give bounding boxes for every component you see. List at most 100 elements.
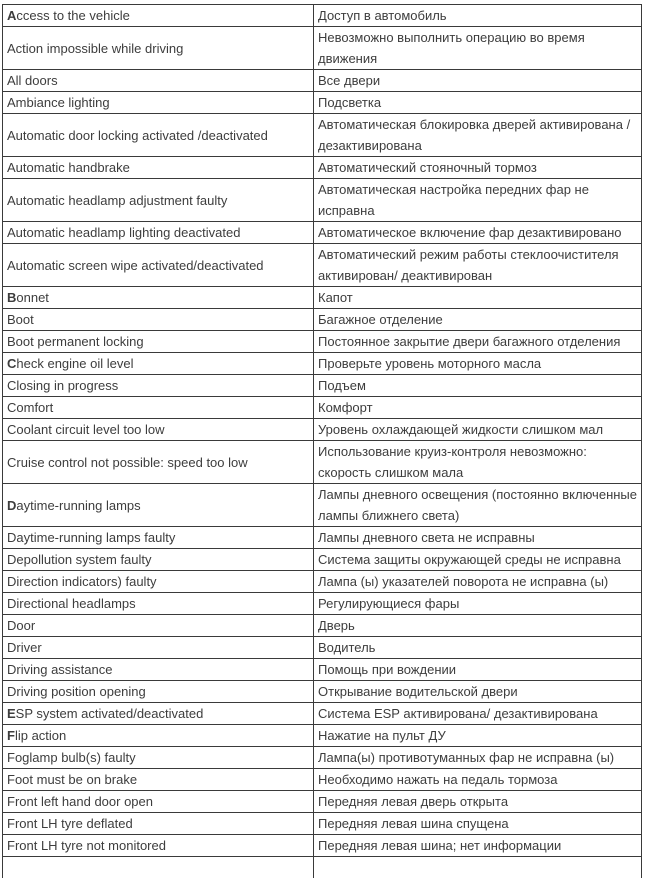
term-ru-cell: Багажное отделение <box>314 309 642 331</box>
term-ru-cell: Регулирующиеся фары <box>314 593 642 615</box>
term-ru-cell: Подсветка <box>314 92 642 114</box>
term-ru-cell: Использование круиз-контроля невозможно:… <box>314 441 642 484</box>
table-row: Automatic door locking activated /deacti… <box>3 114 642 157</box>
term-en-cell: All doors <box>3 70 314 92</box>
term-en-cell: Action impossible while driving <box>3 27 314 70</box>
alphabet-section-initial: E <box>7 706 16 721</box>
term-en-cell: ESP system activated/deactivated <box>3 703 314 725</box>
alphabet-section-initial: D <box>7 498 16 513</box>
term-en-cell: Depollution system faulty <box>3 549 314 571</box>
term-en-cell: Automatic headlamp adjustment faulty <box>3 179 314 222</box>
term-ru-cell: Автоматический режим работы стеклоочисти… <box>314 244 642 287</box>
term-en-cell: Direction indicators) faulty <box>3 571 314 593</box>
term-en-cell: Driving assistance <box>3 659 314 681</box>
term-en-cell: Access to the vehicle <box>3 5 314 27</box>
term-ru-cell: Подъем <box>314 375 642 397</box>
term-en-cell: Automatic headlamp lighting deactivated <box>3 222 314 244</box>
alphabet-section-initial: C <box>7 356 16 371</box>
alphabet-section-initial: B <box>7 290 16 305</box>
term-ru-cell: Капот <box>314 287 642 309</box>
alphabet-section-initial: A <box>7 8 16 23</box>
term-en-cell: Comfort <box>3 397 314 419</box>
term-en-cell: Automatic screen wipe activated/deactiva… <box>3 244 314 287</box>
term-en-cell: Front left hand door open <box>3 791 314 813</box>
term-ru-cell: Автоматическое включение фар дезактивиро… <box>314 222 642 244</box>
term-en-cell: Daytime-running lamps <box>3 484 314 527</box>
term-en-cell: Ambiance lighting <box>3 92 314 114</box>
term-ru-cell: Уровень охлаждающей жидкости слишком мал <box>314 419 642 441</box>
term-ru-cell: Комфорт <box>314 397 642 419</box>
table-row: Cruise control not possible: speed too l… <box>3 441 642 484</box>
term-en-cell: Check engine oil level <box>3 353 314 375</box>
term-en-cell: Directional headlamps <box>3 593 314 615</box>
term-ru-cell: Открывание водительской двери <box>314 681 642 703</box>
term-en-cell: Cruise control not possible: speed too l… <box>3 441 314 484</box>
term-ru-cell: Невозможно выполнить операцию во время д… <box>314 27 642 70</box>
term-en-cell: Closing in progress <box>3 375 314 397</box>
term-ru-cell: Водитель <box>314 637 642 659</box>
term-en-cell: Door <box>3 615 314 637</box>
term-en-cell: Foglamp bulb(s) faulty <box>3 747 314 769</box>
table-row: Automatic screen wipe activated/deactiva… <box>3 244 642 287</box>
term-en-cell: Driving position opening <box>3 681 314 703</box>
term-ru-cell: Передняя левая шина; нет информации <box>314 835 642 857</box>
term-en-cell: Bonnet <box>3 287 314 309</box>
term-ru-cell: Автоматическая блокировка дверей активир… <box>314 114 642 157</box>
term-en-cell: Automatic handbrake <box>3 157 314 179</box>
term-en-cell: Driver <box>3 637 314 659</box>
term-en-cell: Daytime-running lamps faulty <box>3 527 314 549</box>
term-ru-cell: Система ESP активирована/ дезактивирован… <box>314 703 642 725</box>
term-ru-cell: Лампа(ы) противотуманных фар не исправна… <box>314 747 642 769</box>
term-en-cell: Automatic door locking activated /deacti… <box>3 114 314 157</box>
term-en-cell: Coolant circuit level too low <box>3 419 314 441</box>
term-en-cell: Boot <box>3 309 314 331</box>
term-ru-cell: Доступ в автомобиль <box>314 5 642 27</box>
term-ru-cell: Автоматическая настройка передних фар не… <box>314 179 642 222</box>
term-ru-cell: Лампа (ы) указателей поворота не исправн… <box>314 571 642 593</box>
term-ru-cell: Система защиты окружающей среды не испра… <box>314 549 642 571</box>
term-ru-cell: Лампы дневного света не исправны <box>314 527 642 549</box>
term-ru-cell: Автоматический стояночный тормоз <box>314 157 642 179</box>
term-en-cell: Foot must be on brake <box>3 769 314 791</box>
term-ru-cell: Необходимо нажать на педаль тормоза <box>314 769 642 791</box>
term-ru-cell: Передняя левая дверь открыта <box>314 791 642 813</box>
alphabet-section-initial: F <box>7 728 15 743</box>
term-en-cell: Front LH tyre not monitored <box>3 835 314 857</box>
term-en-cell: Flip action <box>3 725 314 747</box>
term-ru-cell: Лампы дневного освещения (постоянно вклю… <box>314 484 642 527</box>
term-ru-cell: Все двери <box>314 70 642 92</box>
